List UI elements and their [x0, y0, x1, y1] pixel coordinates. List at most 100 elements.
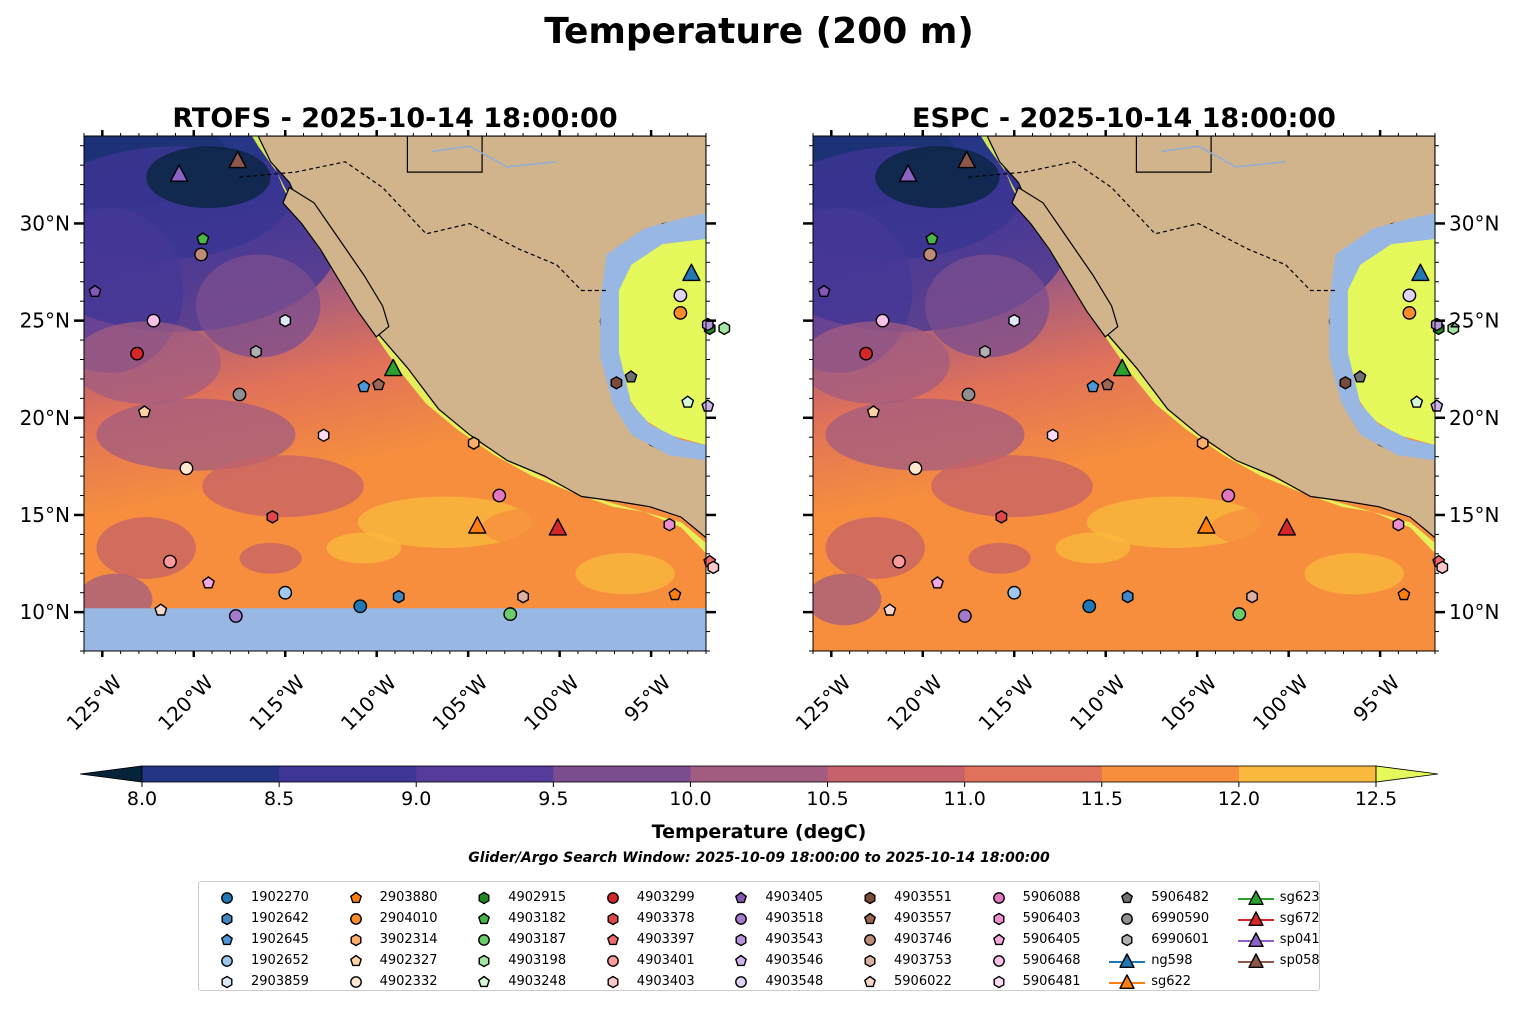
legend-swatch — [1121, 933, 1133, 947]
legend-swatch — [735, 933, 747, 947]
platform-marker-1902652 — [278, 585, 293, 600]
legend-column: 4903299 4903378 4903397 4903401 4903403 — [593, 887, 721, 992]
legend-item-4903378: 4903378 — [593, 908, 721, 929]
temperature-contour-4 — [146, 146, 271, 209]
legend-label: sg623 — [1279, 890, 1320, 905]
legend-swatch — [864, 975, 876, 988]
lat-tick-label: 15°N — [1449, 503, 1499, 527]
platform-marker-6990590 — [232, 387, 247, 402]
legend-label: 5906088 — [1022, 890, 1081, 905]
colorbar-extend-high — [1375, 765, 1439, 783]
platform-marker-5906468 — [875, 313, 890, 328]
legend-label: sg622 — [1151, 974, 1192, 989]
platform-markers-espc — [817, 150, 1460, 623]
platform-marker-4903557 — [1101, 378, 1114, 391]
legend-marker — [992, 892, 1005, 904]
colorbar-label: Temperature (degC) — [652, 821, 867, 843]
legend-swatch — [221, 975, 233, 989]
platform-marker-5906481 — [317, 428, 330, 442]
legend-label: 4903546 — [765, 953, 824, 968]
legend-label: sg672 — [1279, 911, 1320, 926]
colorbar-bin — [1101, 766, 1240, 782]
legend-column: sg623 sg672 sp041 sp058 — [1236, 887, 1364, 971]
legend-swatch — [1237, 890, 1274, 905]
platform-marker-sp041 — [898, 164, 918, 182]
lat-tick-label: 25°N — [20, 309, 70, 333]
platform-markers-rtofs — [88, 150, 731, 623]
temperature-contour-10 — [1211, 506, 1336, 548]
legend-label: 4903557 — [894, 911, 952, 926]
legend-swatch — [1237, 911, 1274, 926]
lat-tick-label: 10°N — [1449, 600, 1499, 624]
state-border — [406, 136, 483, 173]
colorbar-tick-label: 12.0 — [1218, 788, 1260, 810]
platform-marker-1902270 — [353, 599, 368, 614]
legend-marker — [1248, 890, 1264, 905]
lon-tick-label: 100°W — [519, 670, 584, 735]
platform-marker-4903557 — [372, 378, 385, 391]
legend-item-4903397: 4903397 — [593, 929, 721, 950]
temperature-contour-10 — [482, 506, 607, 548]
panel-title-espc: ESPC - 2025-10-14 18:00:00 — [912, 103, 1336, 134]
legend-item-1902642: 1902642 — [207, 908, 335, 929]
legend-marker — [478, 891, 490, 905]
temperature-contour-13 — [968, 542, 1031, 574]
platform-marker-sg622 — [468, 516, 487, 534]
legend-swatch — [1237, 953, 1274, 968]
legend-item-5906468: 5906468 — [979, 950, 1107, 971]
legend-item-2903859: 2903859 — [207, 971, 335, 992]
lon-tick-label: 120°W — [153, 670, 218, 735]
platform-marker-4903753 — [517, 589, 529, 604]
platform-marker-4902327 — [138, 405, 151, 418]
platform-marker-4903401 — [163, 554, 177, 569]
legend-swatch — [735, 976, 748, 988]
legend-marker — [221, 955, 233, 967]
legend-marker — [606, 955, 619, 967]
legend-label: 4903405 — [765, 890, 824, 905]
legend-marker — [221, 933, 233, 946]
legend-item-1902645: 1902645 — [207, 929, 335, 950]
legend-swatch — [349, 976, 362, 988]
legend-marker — [864, 954, 876, 968]
legend-swatch — [221, 955, 233, 967]
lon-tick-label: 115°W — [974, 670, 1039, 735]
platform-marker-sg623 — [1113, 358, 1132, 377]
platform-marker-6990601 — [979, 345, 991, 359]
legend-swatch — [221, 933, 233, 946]
legend-item-4903187: 4903187 — [464, 929, 592, 950]
legend-swatch — [992, 955, 1005, 967]
legend-swatch — [735, 913, 748, 925]
platform-marker-3902314 — [467, 436, 480, 450]
legend-swatch — [478, 912, 491, 925]
legend-label: 4903401 — [636, 953, 695, 968]
platform-marker-4903378 — [266, 510, 279, 524]
legend-label: 2903859 — [251, 974, 309, 989]
legend-item-4902332: 4902332 — [336, 971, 464, 992]
platform-marker-4903551 — [1339, 376, 1352, 390]
platform-marker-4903182 — [196, 232, 210, 245]
platform-marker-4903182 — [925, 232, 939, 245]
legend-marker — [349, 913, 362, 925]
legend-column: 2903880 2904010 3902314 4902327 4902332 — [336, 887, 464, 992]
temperature-contour-12 — [326, 532, 402, 564]
platform-marker-4903187 — [1232, 607, 1247, 621]
lat-tick-label: 20°N — [20, 406, 70, 430]
platform-marker-1902270 — [1082, 599, 1097, 614]
colorbar-bin — [142, 766, 280, 782]
legend-swatch — [1109, 974, 1146, 989]
legend-marker — [349, 954, 362, 967]
legend-label: 4903543 — [765, 932, 824, 947]
platform-marker-4903401 — [892, 554, 906, 569]
legend-marker — [1121, 933, 1133, 947]
platform-marker-5906405 — [931, 576, 944, 589]
legend-swatch — [607, 912, 619, 926]
colorbar-bin — [416, 766, 554, 782]
colorbar-tick-label: 9.5 — [538, 788, 568, 810]
gulf-mexico-shelf — [1329, 213, 1435, 461]
legend-swatch — [606, 892, 619, 904]
legend-swatch — [1237, 932, 1274, 947]
legend-marker — [349, 976, 362, 988]
platform-marker-5906088 — [1221, 488, 1236, 503]
platform-marker-4903548 — [1402, 288, 1417, 303]
legend-item-5906482: 5906482 — [1107, 887, 1235, 908]
